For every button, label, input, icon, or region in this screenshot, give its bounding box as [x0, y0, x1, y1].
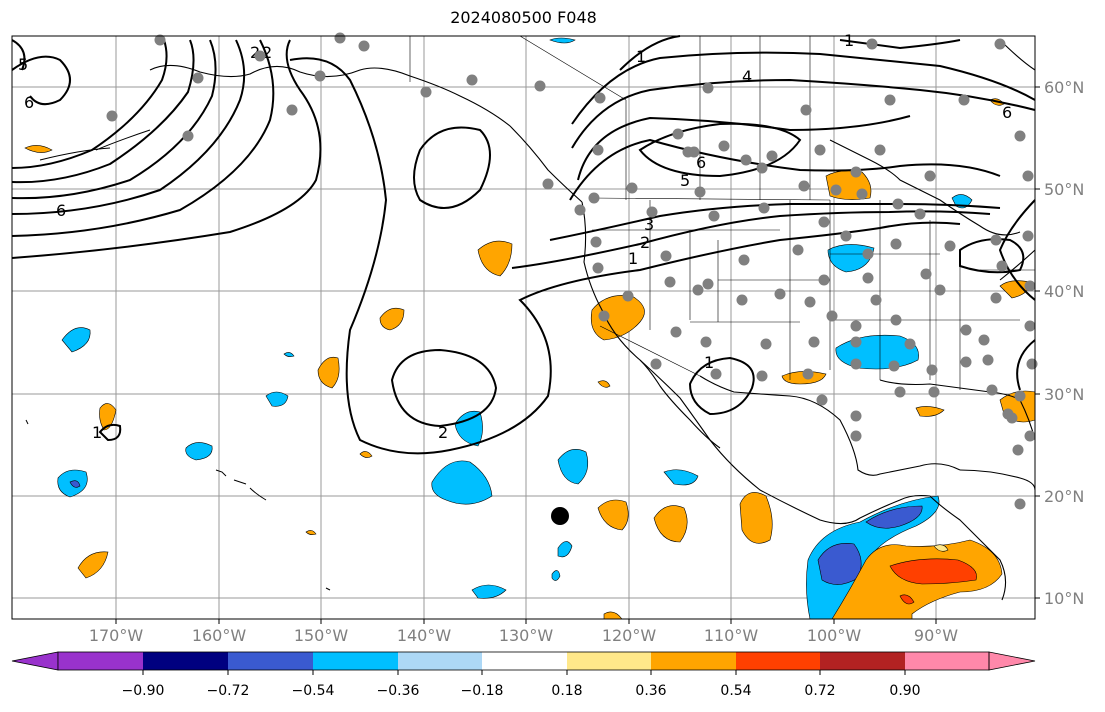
- colorbar-tick-label: −0.36: [376, 683, 420, 699]
- colorbar-tick-label: 0.72: [804, 683, 836, 699]
- contour-label: 2: [262, 43, 272, 62]
- lon-label: 150°W: [293, 626, 349, 645]
- station-dots: [106, 32, 1038, 510]
- contour-label: 2: [250, 43, 260, 62]
- coastlines: [149, 39, 1036, 601]
- lon-label: 170°W: [88, 626, 144, 645]
- colorbar-tick-label: 0.18: [551, 683, 583, 699]
- colorbar-bin: [58, 652, 143, 670]
- lat-label: 50°N: [1044, 180, 1085, 199]
- contour-label: 1: [636, 47, 646, 66]
- contour-label: 2: [438, 423, 448, 442]
- colorbar-tick-label: −0.18: [460, 683, 504, 699]
- colorbar-bin: [398, 652, 482, 670]
- contour-label: 5: [680, 171, 690, 190]
- contour-label: 5: [18, 55, 28, 74]
- lat-label: 10°N: [1044, 589, 1085, 608]
- contour-label: 6: [24, 93, 34, 112]
- contour-label: 3: [644, 215, 654, 234]
- colorbar-bin: [736, 652, 820, 670]
- islands: [25, 129, 331, 591]
- contour-label: 6: [56, 201, 66, 220]
- contour-label: 1: [628, 249, 638, 268]
- colorbar-bin: [313, 652, 398, 670]
- lon-label: 140°W: [396, 626, 452, 645]
- colorbar-bin: [651, 652, 736, 670]
- colorbar-extend-high: [988, 651, 1036, 671]
- contour-label: 6: [696, 153, 706, 172]
- contour-label: 1: [704, 353, 714, 372]
- colorbar-tick-label: 0.90: [889, 683, 921, 699]
- lon-label: 90°W: [913, 626, 959, 645]
- map-title: 2024080500 F048: [450, 8, 597, 27]
- lon-label: 160°W: [191, 626, 247, 645]
- lat-label: 40°N: [1044, 282, 1085, 301]
- political-borders: [409, 35, 1035, 390]
- axis-ticks: [115, 86, 1040, 624]
- colorbar-bin: [143, 652, 228, 670]
- colorbar-ticks: [142, 670, 906, 675]
- colorbar-tick-label: −0.54: [291, 683, 335, 699]
- colorbar-extend-low: [11, 651, 59, 671]
- lon-label: 120°W: [601, 626, 657, 645]
- location-marker: [551, 507, 569, 525]
- colorbar-tick-label: 0.54: [720, 683, 752, 699]
- lat-label: 20°N: [1044, 487, 1085, 506]
- colorbar: [11, 651, 1036, 675]
- contour-label: 6: [1002, 103, 1012, 122]
- colorbar-bin: [567, 652, 651, 670]
- colorbar-tick-label: −0.90: [121, 683, 165, 699]
- contour-label: 1: [844, 31, 854, 50]
- map-frame: [11, 35, 1036, 620]
- contour-label: 4: [742, 67, 752, 86]
- colorbar-tick-label: 0.36: [635, 683, 667, 699]
- contour-label: 2: [640, 233, 650, 252]
- lon-label: 110°W: [703, 626, 759, 645]
- colorbar-bin: [482, 652, 567, 670]
- colorbar-tick-label: −0.72: [206, 683, 250, 699]
- colorbar-bin: [820, 652, 905, 670]
- colorbar-bin: [228, 652, 313, 670]
- lon-label: 100°W: [806, 626, 862, 645]
- lon-label: 130°W: [498, 626, 554, 645]
- lat-label: 60°N: [1044, 78, 1085, 97]
- colorbar-bin: [905, 652, 989, 670]
- colorbar-frame: [57, 651, 990, 671]
- contour-label-group: 5 6 2 2 6 4 1 6 5 3 2 1 2 1 1 6 1: [18, 31, 1012, 442]
- contour-label: 1: [92, 423, 102, 442]
- lat-label: 30°N: [1044, 385, 1085, 404]
